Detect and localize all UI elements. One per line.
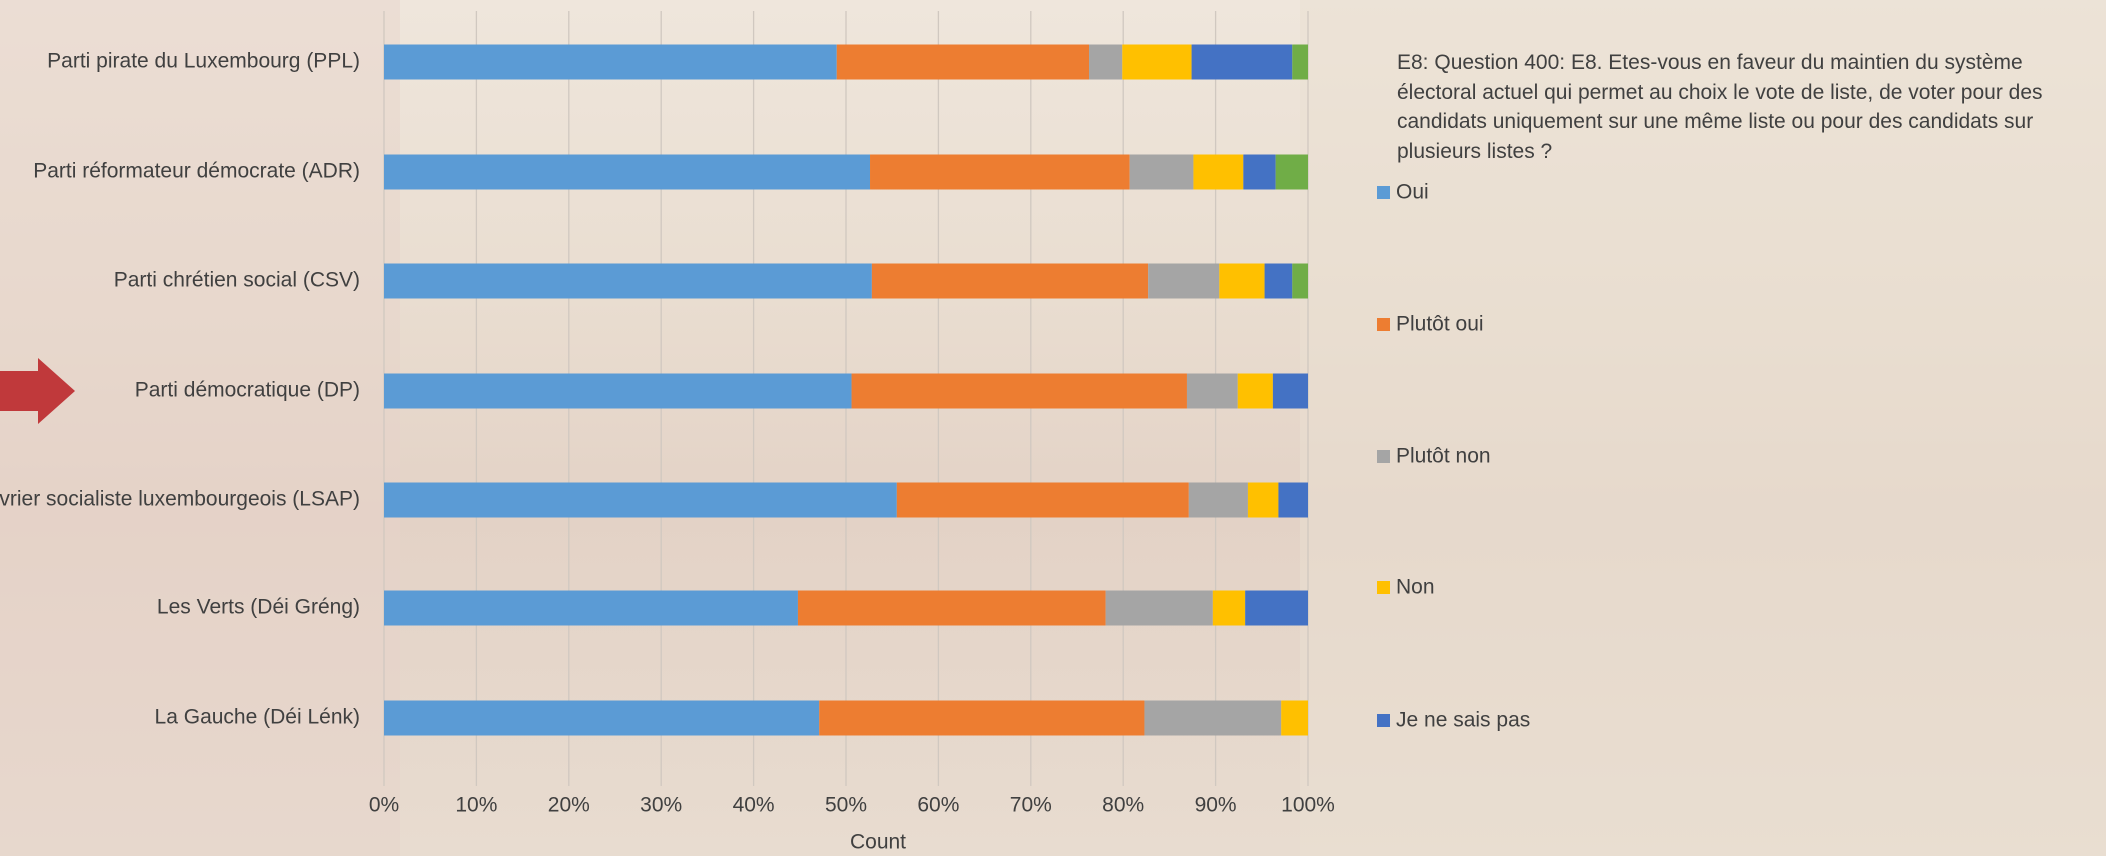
y-tick-label: Les Verts (Déi Gréng) bbox=[157, 596, 360, 619]
bar-segment bbox=[1237, 373, 1273, 409]
bar-segment bbox=[1278, 482, 1308, 518]
bar-segment bbox=[1089, 44, 1123, 80]
legend-swatch bbox=[1377, 714, 1390, 727]
x-tick-label: 20% bbox=[548, 794, 590, 817]
bar-segment bbox=[797, 590, 1106, 626]
x-tick-label: 50% bbox=[825, 794, 867, 817]
bar-segment bbox=[1245, 590, 1308, 626]
bar-segment bbox=[896, 482, 1189, 518]
x-tick-label: 60% bbox=[917, 794, 959, 817]
bar-segment bbox=[384, 44, 837, 80]
y-tick-label: La Gauche (Déi Lénk) bbox=[155, 706, 360, 729]
legend-label: Plutôt non bbox=[1396, 445, 1491, 468]
bar-segment bbox=[1243, 154, 1276, 190]
legend-label: Plutôt oui bbox=[1396, 313, 1484, 336]
bar-segment bbox=[384, 700, 820, 736]
bar-segment bbox=[1219, 263, 1265, 299]
bar-segment bbox=[1292, 44, 1308, 80]
bar-segment bbox=[1275, 154, 1308, 190]
x-tick-label: 90% bbox=[1195, 794, 1237, 817]
x-tick-label: 70% bbox=[1010, 794, 1052, 817]
bar-segment bbox=[384, 263, 872, 299]
bar-segment bbox=[384, 373, 852, 409]
bar-segment bbox=[384, 482, 897, 518]
y-tick-label: Parti réformateur démocrate (ADR) bbox=[33, 160, 360, 183]
bar-segment bbox=[871, 263, 1149, 299]
y-tick-label: Parti chrétien social (CSV) bbox=[114, 269, 360, 292]
y-tick-label: Parti pirate du Luxembourg (PPL) bbox=[47, 50, 360, 73]
bar-segment bbox=[384, 590, 798, 626]
bar-segment bbox=[836, 44, 1090, 80]
bar-segment bbox=[1247, 482, 1279, 518]
bar-segment bbox=[1105, 590, 1213, 626]
x-tick-label: 0% bbox=[369, 794, 399, 817]
background-panel bbox=[1300, 0, 2106, 856]
question-text: E8: Question 400: E8. Etes-vous en faveu… bbox=[1397, 51, 2043, 163]
legend-label: Oui bbox=[1396, 181, 1429, 204]
x-tick-label: 30% bbox=[640, 794, 682, 817]
bar-segment bbox=[1186, 373, 1238, 409]
x-axis-title: Count bbox=[850, 831, 906, 854]
legend-swatch bbox=[1377, 186, 1390, 199]
bar-segment bbox=[1144, 700, 1282, 736]
legend-label: Je ne sais pas bbox=[1396, 709, 1530, 732]
y-tick-label: Parti démocratique (DP) bbox=[135, 379, 360, 402]
x-tick-label: 100% bbox=[1281, 794, 1335, 817]
bar-segment bbox=[1191, 44, 1293, 80]
legend-label: Non bbox=[1396, 576, 1435, 599]
bar-segment bbox=[1188, 482, 1248, 518]
background-panel bbox=[0, 0, 400, 856]
bar-segment bbox=[384, 154, 871, 190]
bar-segment bbox=[1292, 263, 1308, 299]
arrow bbox=[0, 358, 75, 424]
bar-segment bbox=[1193, 154, 1244, 190]
bar-segment bbox=[870, 154, 1130, 190]
bar-segment bbox=[1148, 263, 1220, 299]
bar-segment bbox=[1272, 373, 1308, 409]
legend-swatch bbox=[1377, 318, 1390, 331]
bar-segment bbox=[819, 700, 1145, 736]
legend-swatch bbox=[1377, 450, 1390, 463]
y-tick-label: Parti ouvrier socialiste luxembourgeois … bbox=[0, 488, 360, 511]
bar-segment bbox=[1264, 263, 1293, 299]
bar-segment bbox=[1212, 590, 1246, 626]
x-tick-label: 40% bbox=[733, 794, 775, 817]
legend-swatch bbox=[1377, 581, 1390, 594]
bar-segment bbox=[851, 373, 1187, 409]
x-tick-label: 10% bbox=[455, 794, 497, 817]
x-tick-label: 80% bbox=[1102, 794, 1144, 817]
bar-segment bbox=[1281, 700, 1308, 736]
bar-segment bbox=[1122, 44, 1192, 80]
bar-segment bbox=[1129, 154, 1194, 190]
